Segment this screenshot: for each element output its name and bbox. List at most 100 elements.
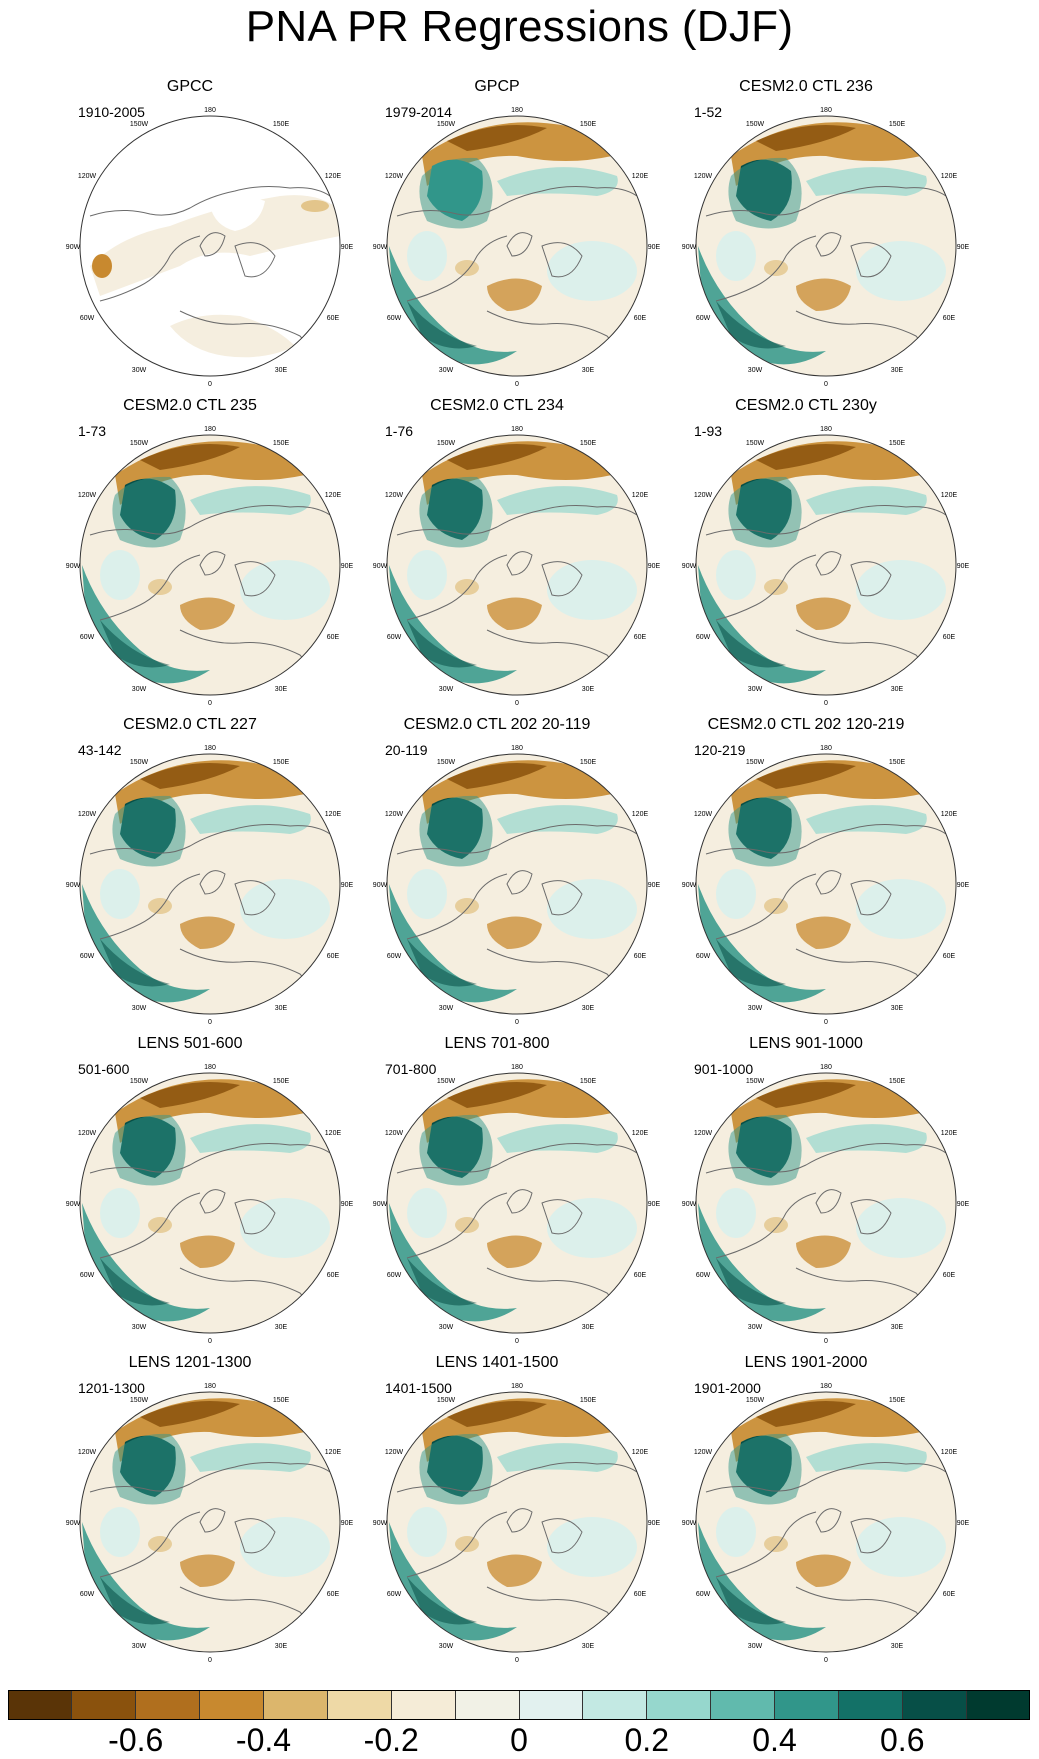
longitude-label: 30E xyxy=(275,1643,288,1650)
longitude-label: 0 xyxy=(515,1019,519,1026)
pacific-dry-core xyxy=(447,1400,547,1427)
atlantic-wet-core xyxy=(716,939,786,987)
longitude-label: 30E xyxy=(275,1005,288,1012)
polar-map: 180 150E 120E 90E 60E 30E 0 30W 60W 90W 120W 150W xyxy=(373,745,661,1026)
longitude-label: 120E xyxy=(632,1449,649,1456)
longitude-label: 90W xyxy=(373,882,388,889)
longitude-label: 180 xyxy=(204,107,216,114)
longitude-label: 0 xyxy=(515,700,519,707)
longitude-label: 30W xyxy=(132,1005,147,1012)
longitude-label: 30E xyxy=(891,1324,904,1331)
longitude-label: 90E xyxy=(341,882,354,889)
longitude-label: 90W xyxy=(373,1520,388,1527)
longitude-label: 180 xyxy=(820,426,832,433)
longitude-label: 120W xyxy=(78,173,97,180)
map-border xyxy=(386,434,648,696)
longitude-label: 30W xyxy=(439,1324,454,1331)
longitude-label: 180 xyxy=(820,745,832,752)
longitude-label: 90W xyxy=(66,244,81,251)
panel-period: 43-142 xyxy=(78,742,122,758)
longitude-label: 60W xyxy=(80,634,95,641)
longitude-label: 0 xyxy=(824,1019,828,1026)
longitude-label: 150E xyxy=(273,1078,290,1085)
longitude-label: 150W xyxy=(130,121,149,128)
pacific-wet-band xyxy=(190,805,311,834)
colorbar xyxy=(8,1690,1030,1720)
longitude-label: 120E xyxy=(325,1449,342,1456)
coastlines xyxy=(705,824,947,997)
missing-data-arctic xyxy=(210,197,265,231)
panel-period: 1201-1300 xyxy=(78,1380,145,1396)
colorbar-swatch xyxy=(327,1690,392,1720)
na-wet-patch xyxy=(407,231,447,281)
longitude-label: 150E xyxy=(580,759,597,766)
na-wet-patch xyxy=(100,1188,140,1238)
longitude-label: 150E xyxy=(580,121,597,128)
colorbar-tick-label: -0.2 xyxy=(363,1722,419,1758)
longitude-label: 150W xyxy=(437,759,456,766)
longitude-label: 150E xyxy=(273,1397,290,1404)
atlantic-dry-area xyxy=(796,597,851,630)
longitude-label: 150W xyxy=(437,1397,456,1404)
map-panel: CESM2.0 CTL 236 1-52 180 150E 120E 90E 60E 30E 0… xyxy=(656,78,970,398)
longitude-label: 60E xyxy=(634,1591,647,1598)
longitude-label: 60E xyxy=(943,953,956,960)
longitude-label: 120W xyxy=(78,1130,97,1137)
longitude-label: 180 xyxy=(204,745,216,752)
longitude-label: 150W xyxy=(130,759,149,766)
longitude-label: 90E xyxy=(957,882,970,889)
pacific-wet-band xyxy=(497,167,618,196)
longitude-label: 150W xyxy=(130,440,149,447)
na-wet-patch xyxy=(716,1188,756,1238)
colorbar-tick-label: 0 xyxy=(510,1722,528,1758)
longitude-label: 0 xyxy=(515,381,519,388)
longitude-label: 120W xyxy=(694,811,713,818)
atlantic-wet-core xyxy=(407,939,477,987)
panel-period: 1-73 xyxy=(78,423,107,439)
pacific-dry-core xyxy=(140,1081,240,1108)
atlantic-dry-area xyxy=(487,916,542,949)
longitude-label: 120W xyxy=(385,811,404,818)
map-field xyxy=(80,435,340,695)
atlantic-dry-area xyxy=(796,1554,851,1587)
na-wet-patch xyxy=(407,1188,447,1238)
colorbar-tick-label: -0.4 xyxy=(235,1722,292,1758)
longitude-label: 60W xyxy=(696,1591,711,1598)
longitude-label: 120E xyxy=(632,492,649,499)
map-field xyxy=(80,1073,340,1333)
pacific-wet-band xyxy=(497,805,618,834)
map-field xyxy=(80,754,340,1014)
longitude-label: 60W xyxy=(696,634,711,641)
longitude-label: 90W xyxy=(682,1520,697,1527)
longitude-label: 150E xyxy=(889,759,906,766)
colorbar-swatch xyxy=(903,1690,968,1720)
longitude-label: 150W xyxy=(746,440,765,447)
longitude-label: 90E xyxy=(957,1201,970,1208)
longitude-label: 30E xyxy=(582,1324,595,1331)
colorbar-tick-label: 0.4 xyxy=(752,1722,797,1758)
longitude-label: 90W xyxy=(373,1201,388,1208)
longitude-label: 30W xyxy=(748,1005,763,1012)
longitude-label: 120W xyxy=(385,1130,404,1137)
eurasia-wet-patch xyxy=(856,1517,946,1577)
colorbar-swatch xyxy=(711,1690,776,1720)
panel-title: LENS 501-600 xyxy=(137,1035,243,1052)
panel-period: 1-76 xyxy=(385,423,414,439)
atlantic-wet-core xyxy=(100,620,170,668)
longitude-label: 150E xyxy=(580,440,597,447)
eurasia-wet-patch xyxy=(240,879,330,939)
map-field xyxy=(80,1392,340,1652)
map-panel: CESM2.0 CTL 230y 1-93 180 150E 120E 90E 60E 30E… xyxy=(656,397,970,717)
longitude-label: 0 xyxy=(515,1657,519,1664)
atlantic-wet-core xyxy=(407,620,477,668)
longitude-label: 0 xyxy=(824,381,828,388)
longitude-label: 180 xyxy=(511,1064,523,1071)
longitude-label: 150W xyxy=(130,1397,149,1404)
longitude-label: 120W xyxy=(694,1449,713,1456)
eurasia-wet-patch xyxy=(547,879,637,939)
map-border xyxy=(695,753,957,1015)
longitude-label: 120E xyxy=(941,1130,958,1137)
longitude-label: 60E xyxy=(327,1591,340,1598)
longitude-label: 60E xyxy=(943,1272,956,1279)
longitude-label: 150E xyxy=(580,1078,597,1085)
